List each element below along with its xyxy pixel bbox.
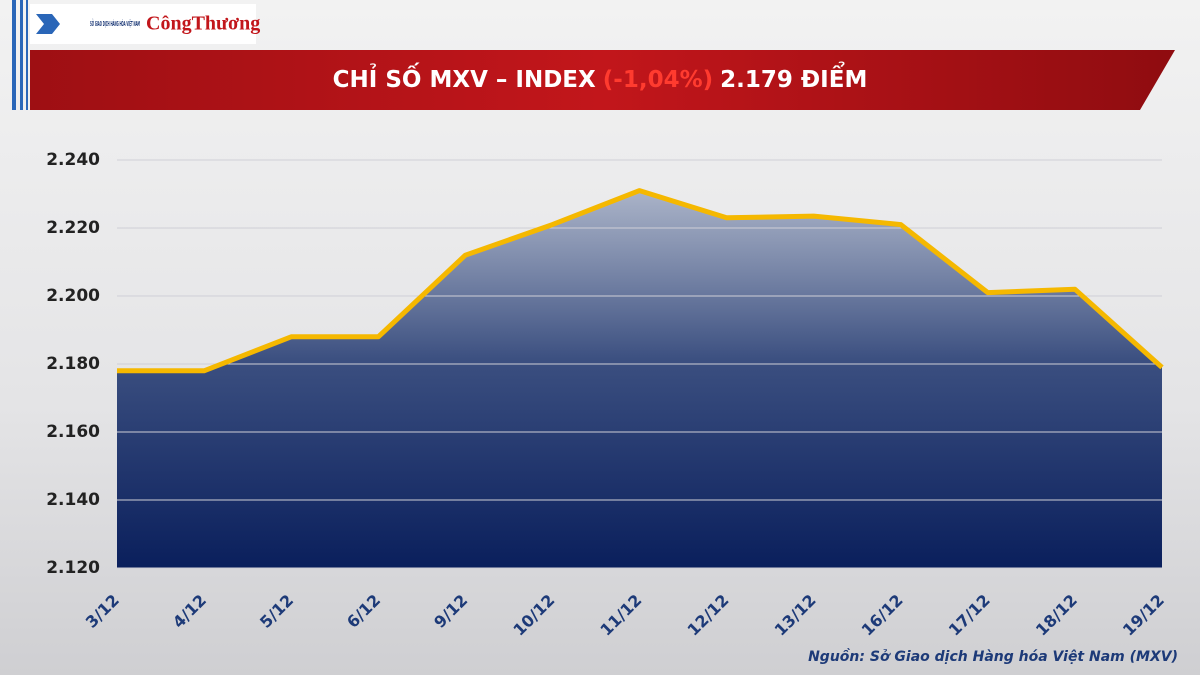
y-tick-label: 2.240: [46, 150, 100, 170]
logo-text: CôngThương: [146, 13, 260, 35]
logo-text: SỞ GIAO DỊCH HÀNG HÓA VIỆT NAM: [90, 18, 140, 28]
title-main: CHỈ SỐ MXV – INDEX: [333, 62, 596, 93]
title-value: 2.179 ĐIỂM: [720, 62, 867, 93]
decor-bar: [12, 0, 16, 110]
logo-icon: [36, 14, 60, 34]
y-tick-label: 2.220: [46, 218, 100, 238]
y-tick-label: 2.140: [46, 490, 100, 510]
area-layer: [117, 190, 1162, 568]
decor-bar: [20, 0, 23, 110]
y-tick-label: 2.180: [46, 354, 100, 374]
title-change: (-1,04%): [603, 67, 713, 93]
y-tick-label: 2.120: [46, 558, 100, 578]
title-banner: [30, 50, 1175, 110]
grid-layer: [117, 159, 1162, 569]
chart-title: CHỈ SỐ MXV – INDEX (-1,04%) 2.179 ĐIỂM: [333, 62, 868, 93]
area-fill: [117, 190, 1162, 568]
source-note: Nguồn: Sở Giao dịch Hàng hóa Việt Nam (M…: [808, 648, 1178, 665]
decor-bar: [26, 0, 28, 110]
line: [117, 188, 1164, 374]
y-tick-label: 2.160: [46, 422, 100, 442]
logo-box: [30, 4, 256, 44]
y-tick-label: 2.200: [46, 286, 100, 306]
